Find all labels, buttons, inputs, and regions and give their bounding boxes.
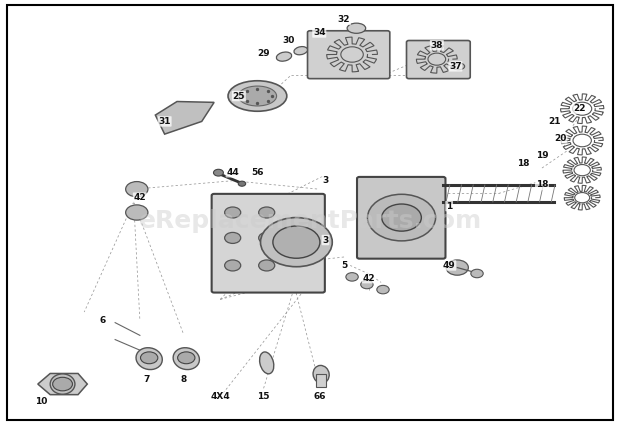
Ellipse shape	[347, 23, 366, 33]
Circle shape	[471, 269, 483, 278]
Text: 4X4: 4X4	[210, 392, 230, 401]
Text: 3: 3	[322, 235, 329, 244]
Ellipse shape	[228, 81, 287, 111]
Text: 29: 29	[257, 49, 270, 58]
Text: 37: 37	[449, 62, 462, 71]
Circle shape	[273, 226, 320, 258]
Ellipse shape	[277, 52, 291, 61]
Ellipse shape	[173, 348, 200, 370]
Text: 6: 6	[100, 316, 106, 325]
Text: 22: 22	[573, 104, 585, 113]
Ellipse shape	[136, 348, 162, 370]
Text: 38: 38	[430, 41, 443, 50]
Ellipse shape	[294, 47, 308, 55]
Circle shape	[368, 194, 436, 241]
Text: 5: 5	[341, 261, 347, 270]
Polygon shape	[38, 374, 87, 395]
Circle shape	[259, 207, 275, 218]
Text: 25: 25	[232, 91, 245, 100]
Circle shape	[238, 181, 246, 186]
Text: 10: 10	[35, 397, 47, 405]
Text: 21: 21	[548, 117, 560, 126]
FancyBboxPatch shape	[308, 31, 390, 79]
Ellipse shape	[313, 366, 329, 383]
Circle shape	[126, 181, 148, 197]
Text: 30: 30	[282, 37, 294, 45]
Text: 42: 42	[363, 274, 375, 283]
Circle shape	[260, 218, 332, 267]
Circle shape	[224, 260, 241, 271]
Text: 7: 7	[143, 375, 149, 384]
Text: 66: 66	[313, 392, 326, 401]
Text: 20: 20	[554, 134, 567, 143]
Text: 3: 3	[322, 176, 329, 185]
Text: 31: 31	[158, 117, 171, 126]
Text: 42: 42	[133, 193, 146, 202]
Text: 18: 18	[536, 181, 548, 190]
Circle shape	[224, 207, 241, 218]
Text: 8: 8	[180, 375, 186, 384]
Ellipse shape	[238, 86, 277, 106]
Text: 49: 49	[443, 261, 456, 270]
Text: 56: 56	[251, 168, 264, 177]
FancyBboxPatch shape	[357, 177, 446, 259]
Text: 34: 34	[313, 28, 326, 37]
Circle shape	[259, 260, 275, 271]
Bar	[316, 374, 326, 387]
Circle shape	[446, 260, 468, 275]
FancyBboxPatch shape	[407, 40, 470, 79]
Text: 44: 44	[226, 168, 239, 177]
Circle shape	[224, 232, 241, 244]
Circle shape	[382, 204, 422, 231]
Text: eReplacementParts.com: eReplacementParts.com	[138, 209, 482, 233]
FancyBboxPatch shape	[211, 194, 325, 292]
Circle shape	[141, 352, 158, 364]
Text: 1: 1	[446, 201, 453, 211]
Circle shape	[213, 169, 223, 176]
Ellipse shape	[50, 374, 75, 394]
Circle shape	[53, 377, 73, 391]
Text: 15: 15	[257, 392, 270, 401]
Circle shape	[377, 285, 389, 294]
Ellipse shape	[260, 352, 274, 374]
Text: 19: 19	[536, 151, 548, 160]
Circle shape	[126, 205, 148, 220]
Text: 32: 32	[338, 15, 350, 24]
Polygon shape	[156, 102, 214, 134]
Circle shape	[346, 273, 358, 281]
Circle shape	[259, 232, 275, 244]
Ellipse shape	[452, 63, 464, 70]
Text: 18: 18	[517, 159, 529, 168]
Circle shape	[177, 352, 195, 364]
Circle shape	[361, 280, 373, 289]
